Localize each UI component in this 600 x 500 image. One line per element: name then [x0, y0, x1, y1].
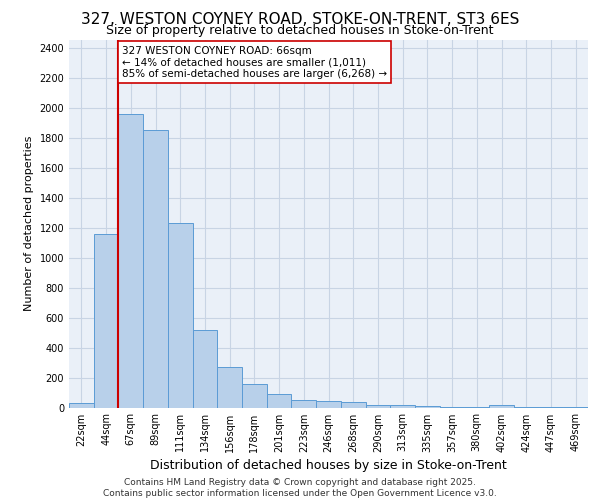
Bar — [193, 330, 217, 407]
Bar — [217, 367, 242, 408]
Text: 327, WESTON COYNEY ROAD, STOKE-ON-TRENT, ST3 6ES: 327, WESTON COYNEY ROAD, STOKE-ON-TRENT,… — [81, 12, 519, 28]
Bar — [440, 407, 464, 408]
Bar — [539, 407, 563, 408]
Bar — [489, 405, 514, 407]
X-axis label: Distribution of detached houses by size in Stoke-on-Trent: Distribution of detached houses by size … — [150, 458, 507, 471]
Y-axis label: Number of detached properties: Number of detached properties — [24, 136, 34, 312]
Bar — [316, 401, 341, 407]
Bar — [242, 384, 267, 407]
Text: 327 WESTON COYNEY ROAD: 66sqm
← 14% of detached houses are smaller (1,011)
85% o: 327 WESTON COYNEY ROAD: 66sqm ← 14% of d… — [122, 46, 387, 78]
Bar — [292, 400, 316, 407]
Bar — [464, 407, 489, 408]
Bar — [390, 405, 415, 407]
Bar — [563, 407, 588, 408]
Bar — [118, 114, 143, 408]
Bar — [415, 406, 440, 407]
Bar — [341, 402, 365, 407]
Bar — [365, 404, 390, 407]
Bar — [94, 234, 118, 408]
Bar — [168, 223, 193, 408]
Text: Size of property relative to detached houses in Stoke-on-Trent: Size of property relative to detached ho… — [106, 24, 494, 37]
Bar — [69, 403, 94, 407]
Bar — [143, 130, 168, 407]
Text: Contains HM Land Registry data © Crown copyright and database right 2025.
Contai: Contains HM Land Registry data © Crown c… — [103, 478, 497, 498]
Bar — [514, 407, 539, 408]
Bar — [267, 394, 292, 407]
